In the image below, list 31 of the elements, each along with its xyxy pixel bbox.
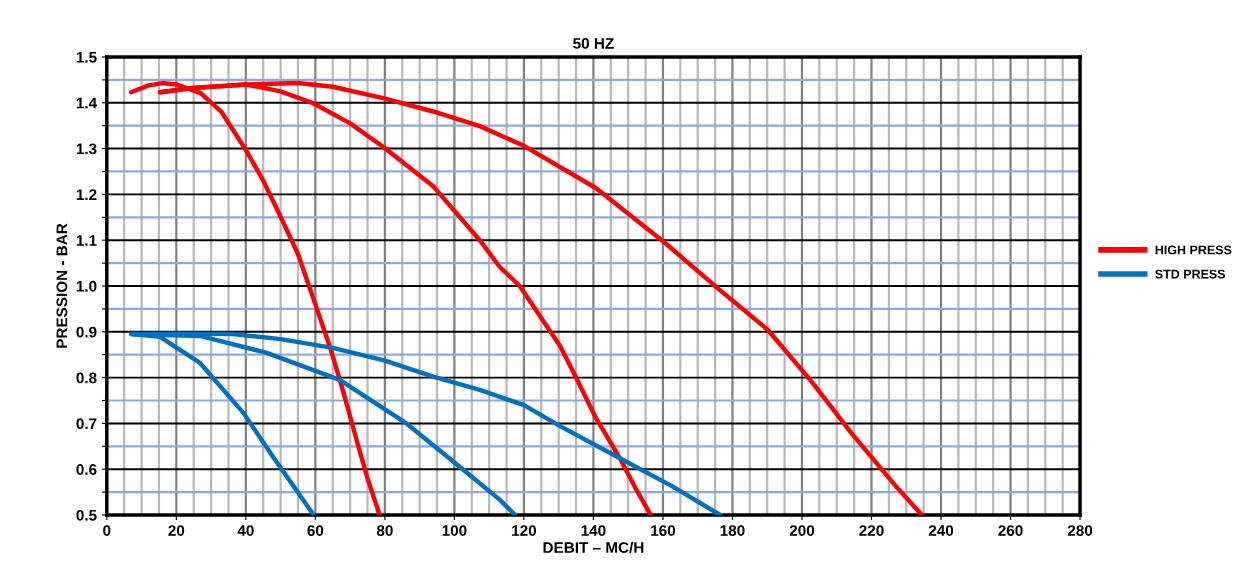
legend-label: STD PRESS: [1155, 269, 1226, 279]
x-tick-label: 280: [1067, 525, 1093, 536]
y-tick-label: 0.6: [76, 464, 97, 475]
x-tick-label: 60: [307, 525, 324, 536]
y-tick-label: 1.1: [76, 235, 97, 246]
x-tick-label: 120: [512, 525, 537, 536]
y-tick-label: 0.7: [76, 418, 97, 430]
x-tick-label: 80: [376, 525, 393, 536]
legend-label: HIGH PRESS: [1155, 245, 1232, 255]
x-tick-label: 200: [789, 525, 815, 536]
y-tick-label: 1.3: [76, 143, 97, 155]
y-tick-label: 1.2: [76, 189, 97, 200]
x-tick-label: 260: [998, 525, 1023, 536]
y-tick-label: 1.5: [76, 52, 97, 63]
y-tick-label: 0.9: [76, 326, 97, 338]
x-tick-label: 0: [103, 525, 111, 536]
x-tick-label: 160: [651, 525, 676, 536]
chart-title: 50 HZ: [573, 37, 614, 49]
y-tick-label: 1.4: [76, 97, 98, 109]
x-tick-label: 220: [859, 525, 884, 536]
x-tick-label: 40: [237, 525, 254, 536]
x-tick-label: 100: [442, 525, 467, 536]
x-tick-label: 240: [928, 525, 954, 536]
x-tick-label: 140: [581, 525, 606, 536]
y-tick-label: 0.5: [76, 509, 97, 521]
x-tick-label: 180: [720, 525, 745, 536]
y-axis-title: PRESSION - BAR: [56, 223, 68, 348]
x-tick-label: 20: [168, 525, 185, 536]
x-axis-title: DEBIT – MC/H: [543, 541, 644, 554]
y-tick-label: 0.8: [76, 372, 97, 384]
y-tick-label: 1.0: [76, 280, 97, 292]
